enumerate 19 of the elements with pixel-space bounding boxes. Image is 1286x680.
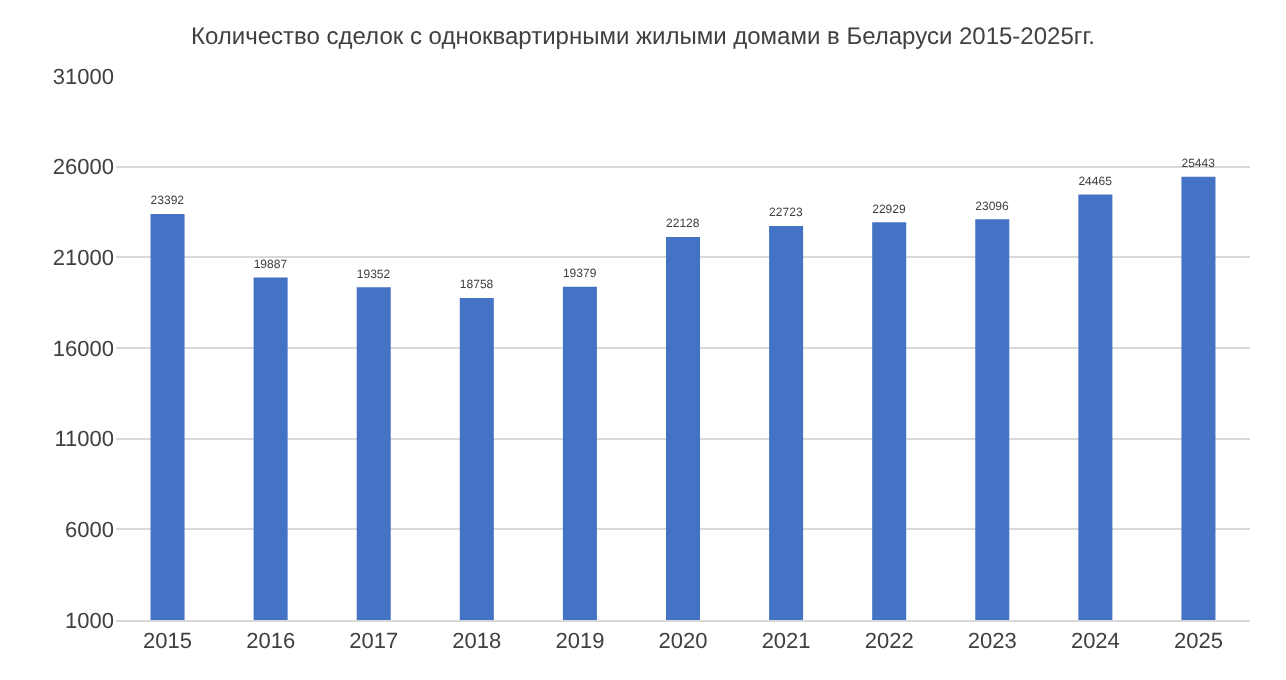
y-tick-label: 6000 bbox=[65, 519, 114, 544]
y-tick-label: 26000 bbox=[52, 156, 114, 181]
chart-title: Количество сделок с одноквартирными жилыми домами в Беларуси 2015-2025гг. bbox=[191, 22, 1095, 50]
x-tick-label: 2018 bbox=[452, 630, 502, 655]
x-tick-label: 2020 bbox=[658, 630, 708, 655]
x-tick-label: 2015 bbox=[143, 630, 193, 655]
x-tick-label: 2023 bbox=[967, 630, 1017, 655]
y-tick-label: 31000 bbox=[52, 65, 114, 90]
x-tick-label: 2017 bbox=[349, 630, 399, 655]
x-tick-label: 2024 bbox=[1070, 630, 1120, 655]
x-tick-label: 2019 bbox=[555, 630, 605, 655]
y-tick-label: 11000 bbox=[54, 428, 114, 453]
x-tick-label: 2022 bbox=[864, 630, 914, 655]
y-tick-label: 16000 bbox=[52, 337, 114, 362]
x-tick-label: 2016 bbox=[246, 630, 296, 655]
x-tick-label: 2025 bbox=[1173, 630, 1223, 655]
x-tick-label: 2021 bbox=[761, 630, 811, 655]
y-tick-label: 21000 bbox=[52, 247, 114, 272]
y-tick-label: 1000 bbox=[65, 609, 114, 634]
